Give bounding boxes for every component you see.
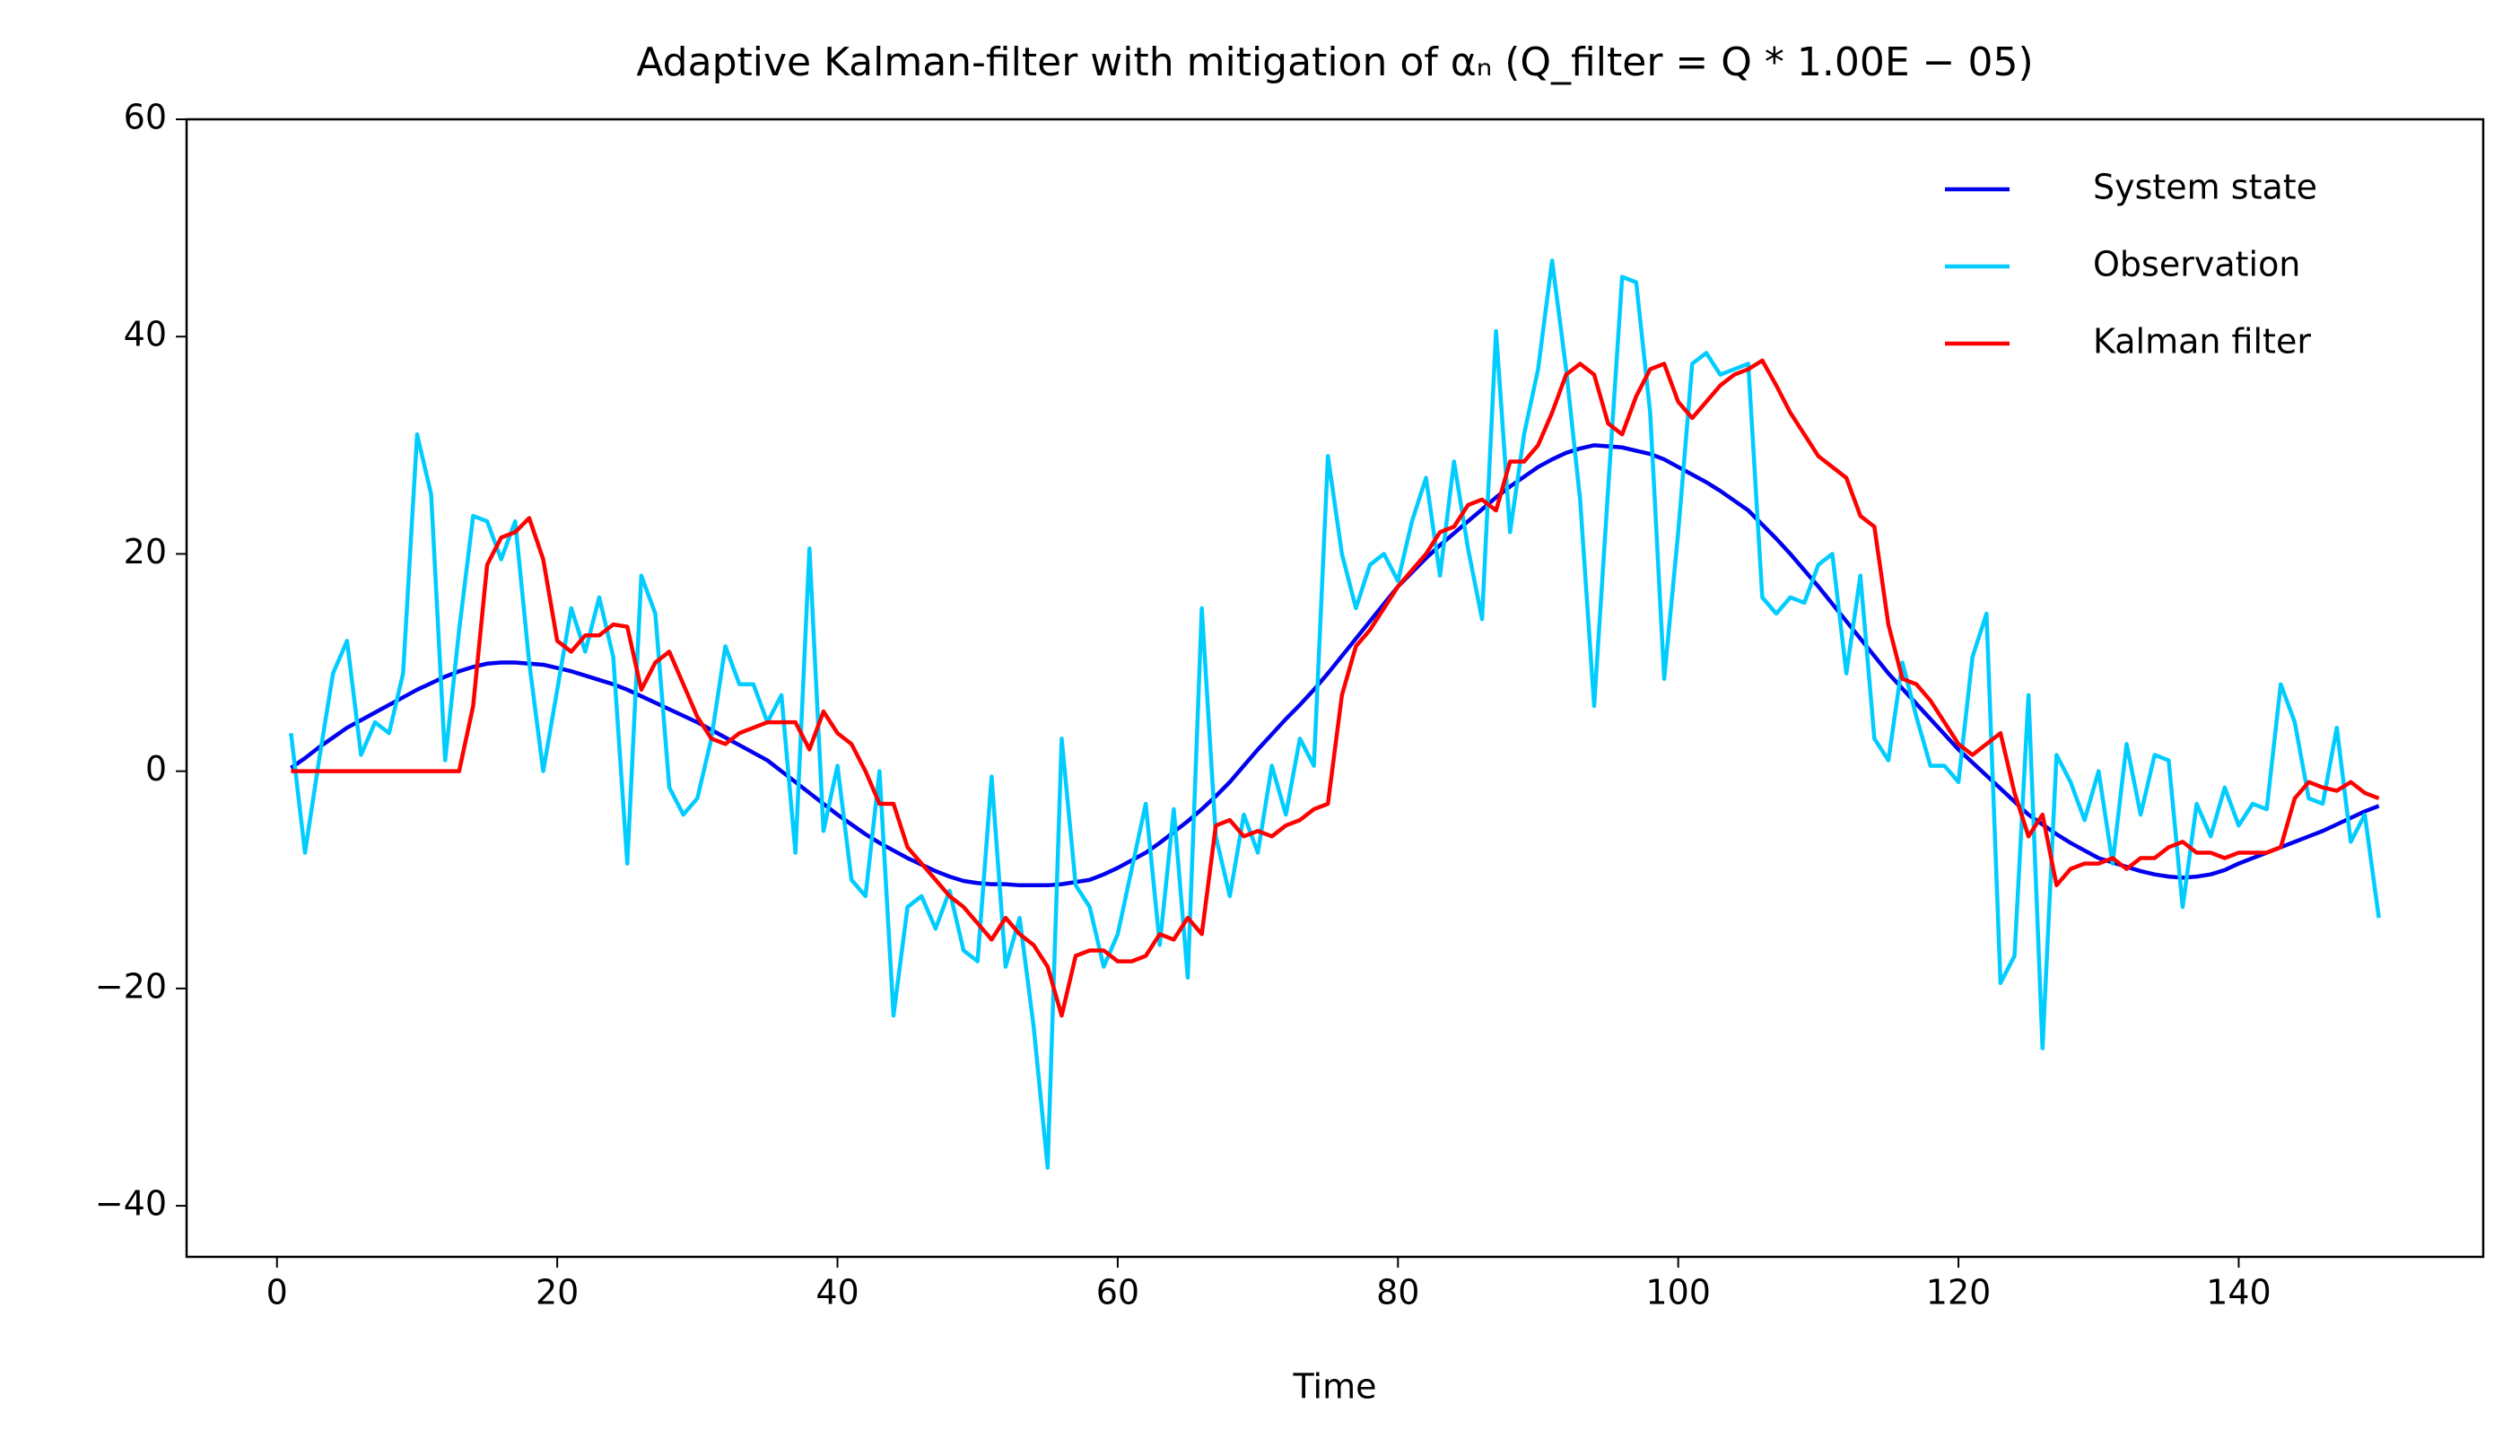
series-line	[289, 258, 2381, 1170]
x-tick-label: 80	[1376, 1273, 1419, 1312]
x-tick-label: 140	[2206, 1273, 2271, 1312]
y-tick-label: 0	[145, 749, 167, 789]
series-line	[290, 443, 2380, 888]
plot-frame	[185, 118, 2485, 1259]
x-tick-label: 20	[536, 1273, 579, 1312]
y-tick-label: 20	[124, 532, 167, 571]
x-tick-label: 120	[1926, 1273, 1992, 1312]
y-tick-label: −20	[95, 966, 167, 1006]
legend-label: Observation	[2093, 245, 2300, 284]
chart-title: Adaptive Kalman-filter with mitigation o…	[636, 39, 2033, 85]
x-tick-label: 40	[815, 1273, 859, 1312]
x-tick-label: 100	[1645, 1273, 1711, 1312]
legend-label: System state	[2093, 168, 2317, 207]
y-tick-label: −40	[95, 1184, 167, 1224]
y-tick-label: 60	[124, 98, 167, 137]
x-tick-label: 60	[1096, 1273, 1139, 1312]
x-axis-label: Time	[1293, 1367, 1377, 1407]
x-tick-label: 0	[266, 1273, 288, 1312]
series-line	[291, 358, 2380, 1018]
y-tick-label: 40	[124, 315, 167, 354]
legend-label: Kalman filter	[2093, 322, 2311, 362]
